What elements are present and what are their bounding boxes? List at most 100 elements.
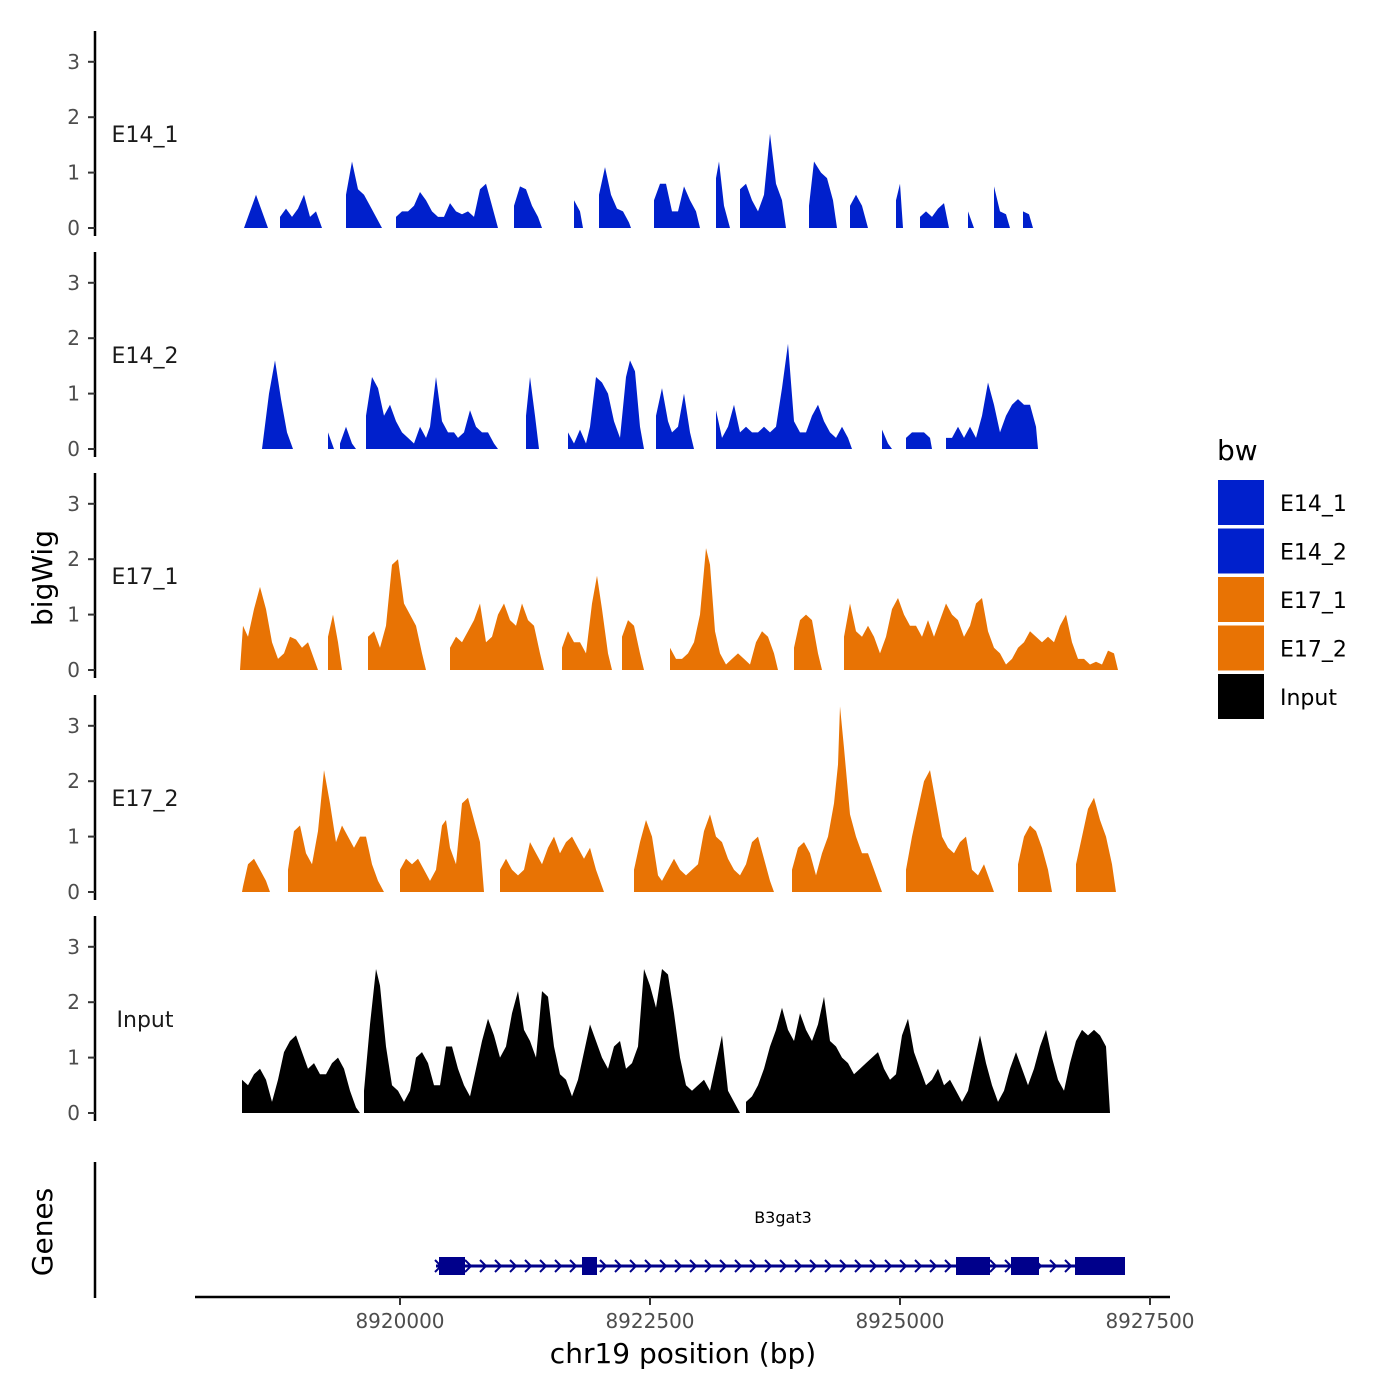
- track-e14-1: 0 1 2 3 E14_1: [67, 31, 1033, 240]
- track-input: 0 1 2 3 Input: [67, 916, 1110, 1125]
- gene-exon: [1011, 1257, 1039, 1275]
- strand-arrow: [734, 1259, 743, 1273]
- genes-axis-label: Genes: [26, 1188, 59, 1276]
- strand-arrow: [794, 1259, 803, 1273]
- strand-arrow: [524, 1259, 533, 1273]
- legend-item: E17_1: [1218, 577, 1347, 622]
- strand-arrow: [824, 1259, 833, 1273]
- track-label: E14_2: [112, 344, 179, 369]
- legend-title: bw: [1217, 434, 1258, 467]
- strand-arrow: [929, 1259, 938, 1273]
- y-tick-label: 3: [67, 50, 80, 74]
- y-tick-label: 3: [67, 935, 80, 959]
- y-tick-label: 2: [67, 769, 80, 793]
- coverage-area-e14-1: [244, 133, 1033, 228]
- y-tick-label: 0: [67, 437, 80, 461]
- strand-arrow: [704, 1259, 713, 1273]
- y-tick-label: 1: [67, 603, 80, 627]
- strand-arrow: [989, 1259, 998, 1273]
- y-tick-label: 2: [67, 326, 80, 350]
- strand-arrow: [1064, 1259, 1073, 1273]
- strand-arrow: [629, 1259, 638, 1273]
- legend-label: E14_2: [1280, 541, 1347, 566]
- y-tick-label: 3: [67, 714, 80, 738]
- x-tick-label: 8922500: [605, 1309, 694, 1333]
- legend-item: E14_2: [1218, 528, 1347, 574]
- y-tick-label: 0: [67, 658, 80, 682]
- coverage-area-e14-2: [262, 343, 1038, 449]
- strand-arrow: [1049, 1259, 1058, 1273]
- x-tick-label: 8927500: [1105, 1309, 1194, 1333]
- gene-exon: [439, 1257, 465, 1275]
- strand-arrow: [944, 1259, 953, 1273]
- strand-arrow: [779, 1259, 788, 1273]
- strand-arrow: [509, 1259, 518, 1273]
- coverage-area-e17-1: [240, 548, 1118, 670]
- track-label: Input: [117, 1008, 174, 1033]
- y-tick-label: 2: [67, 990, 80, 1014]
- legend-label: E17_1: [1280, 589, 1347, 614]
- strand-arrow: [569, 1259, 578, 1273]
- strand-arrow: [854, 1259, 863, 1273]
- y-tick-label: 3: [67, 271, 80, 295]
- track-label: E17_1: [112, 565, 179, 590]
- y-tick-label: 0: [67, 880, 80, 904]
- strand-arrow: [839, 1259, 848, 1273]
- legend-swatch: [1218, 577, 1264, 622]
- track-e17-2: 0 1 2 3 E17_2: [67, 695, 1116, 904]
- y-tick-label: 3: [67, 492, 80, 516]
- strand-arrow: [464, 1259, 473, 1273]
- gene-exon: [956, 1257, 990, 1275]
- track-e17-1: 0 1 2 3 E17_1: [67, 473, 1118, 682]
- strand-arrow: [644, 1259, 653, 1273]
- legend-label: E14_1: [1280, 492, 1347, 517]
- track-label: E14_1: [112, 123, 179, 148]
- strand-arrow: [539, 1259, 548, 1273]
- y-tick-label: 0: [67, 216, 80, 240]
- y-tick-label: 2: [67, 105, 80, 129]
- track-label: E17_2: [112, 787, 179, 812]
- coverage-area-input: [242, 969, 1110, 1113]
- strand-arrow: [674, 1259, 683, 1273]
- strand-arrow: [914, 1259, 923, 1273]
- track-e14-2: 0 1 2 3 E14_2: [67, 252, 1038, 461]
- strand-arrow: [554, 1259, 563, 1273]
- y-axis-title: bigWig: [26, 530, 59, 626]
- legend-swatch: [1218, 480, 1264, 525]
- strand-arrow: [689, 1259, 698, 1273]
- strand-arrow: [884, 1259, 893, 1273]
- strand-arrow: [659, 1259, 668, 1273]
- strand-arrow: [809, 1259, 818, 1273]
- legend-swatch: [1218, 674, 1264, 719]
- legend: bw E14_1 E14_2 E17_1 E17_2 Input: [1217, 434, 1347, 719]
- legend-label: E17_2: [1280, 638, 1347, 663]
- strand-arrow: [494, 1259, 503, 1273]
- strand-arrow: [479, 1259, 488, 1273]
- legend-label: Input: [1280, 686, 1337, 711]
- y-tick-label: 1: [67, 382, 80, 406]
- gene-exon: [1075, 1257, 1125, 1275]
- strand-arrow: [749, 1259, 758, 1273]
- legend-swatch: [1218, 528, 1264, 574]
- x-axis-title: chr19 position (bp): [550, 1337, 816, 1370]
- x-axis: 8920000 8922500 8925000 8927500 chr19 posit…: [195, 1295, 1195, 1370]
- y-tick-label: 1: [67, 825, 80, 849]
- strand-arrow: [599, 1259, 608, 1273]
- y-tick-label: 2: [67, 547, 80, 571]
- gene-label: B3gat3: [754, 1208, 812, 1227]
- legend-item: Input: [1218, 674, 1337, 719]
- y-tick-label: 0: [67, 1101, 80, 1125]
- strand-arrow: [614, 1259, 623, 1273]
- x-tick-label: 8920000: [355, 1309, 444, 1333]
- x-tick-label: 8925000: [855, 1309, 944, 1333]
- gene-track: Genes B3gat3: [26, 1162, 1125, 1298]
- coverage-area-e17-2: [242, 706, 1116, 892]
- legend-swatch: [1218, 625, 1264, 671]
- legend-item: E14_1: [1218, 480, 1347, 525]
- strand-arrow: [719, 1259, 728, 1273]
- y-tick-label: 1: [67, 1046, 80, 1070]
- legend-item: E17_2: [1218, 625, 1347, 671]
- strand-arrow: [869, 1259, 878, 1273]
- y-tick-label: 1: [67, 161, 80, 185]
